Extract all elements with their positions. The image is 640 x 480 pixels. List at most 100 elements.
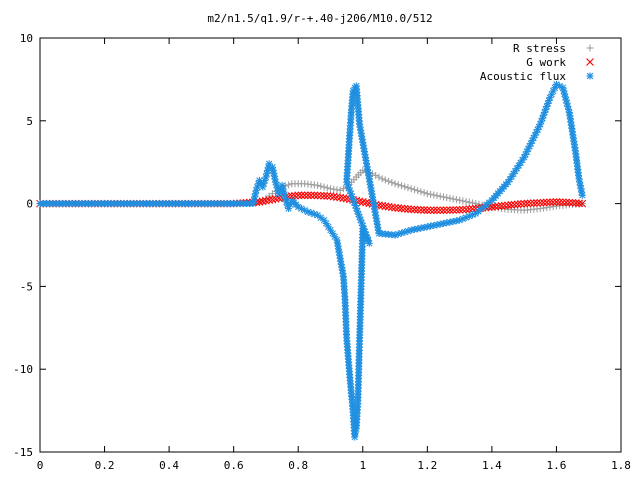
data-point-g-work (336, 193, 345, 202)
data-point-r-stress (401, 183, 409, 191)
data-point-r-stress (459, 197, 467, 205)
data-point-g-work (404, 205, 412, 213)
data-point-g-work (313, 191, 322, 200)
data-point-r-stress (420, 189, 428, 197)
y-tick-label: 10 (20, 32, 33, 45)
data-point-g-work (458, 205, 467, 214)
data-point-g-work (291, 191, 299, 200)
legend-label-acoustic-flux: Acoustic flux (480, 70, 566, 83)
data-point-r-stress (407, 185, 415, 193)
data-point-g-work (387, 203, 396, 212)
data-point-g-work (517, 200, 525, 208)
data-point-g-work (300, 191, 309, 200)
data-point-g-work (416, 206, 425, 214)
data-point-g-work (555, 198, 564, 206)
data-point-g-work (307, 191, 316, 200)
data-point-g-work (529, 199, 538, 207)
data-point-g-work (271, 194, 280, 203)
data-point-g-work (578, 199, 587, 208)
legend-marker-acoustic-flux (586, 72, 594, 80)
y-tick-label: -5 (20, 280, 33, 293)
data-point-r-stress (439, 193, 447, 201)
data-point-r-stress (378, 175, 386, 183)
data-point-r-stress (372, 171, 380, 179)
data-point-g-work (533, 199, 541, 207)
chart-title: m2/n1.5/q1.9/r-+.40-j206/M10.0/512 (207, 12, 432, 25)
data-point-r-stress (375, 173, 383, 181)
x-tick-label: 1.4 (482, 459, 502, 472)
data-point-g-work (507, 201, 516, 209)
data-point-g-work (297, 191, 306, 200)
data-point-g-work (381, 202, 390, 211)
x-tick-label: 1 (359, 459, 366, 472)
data-point-g-work (462, 205, 470, 214)
data-point-r-stress (317, 182, 325, 190)
data-point-r-stress (417, 188, 425, 196)
data-point-g-work (497, 202, 506, 210)
data-point-r-stress (452, 196, 460, 204)
data-point-r-stress (446, 194, 454, 202)
data-point-r-stress (398, 182, 406, 190)
data-point-r-stress (443, 194, 451, 202)
data-point-acoustic-flux (433, 221, 441, 229)
data-point-g-work (294, 191, 303, 200)
data-point-g-work (504, 201, 512, 210)
data-point-g-work (565, 198, 574, 207)
data-point-g-work (410, 205, 419, 214)
data-point-r-stress (449, 195, 457, 203)
data-point-r-stress (430, 191, 438, 199)
data-point-r-stress (339, 185, 347, 193)
data-point-g-work (394, 204, 403, 212)
data-point-g-work (523, 199, 532, 208)
data-point-r-stress (427, 190, 435, 198)
data-point-r-stress (385, 177, 393, 185)
data-point-g-work (552, 198, 561, 206)
data-point-g-work (316, 191, 325, 200)
data-point-g-work (468, 204, 477, 213)
x-tick-label: 0.2 (95, 459, 115, 472)
data-point-g-work (571, 199, 580, 207)
data-point-g-work (439, 206, 448, 215)
data-point-r-stress (465, 198, 473, 206)
data-point-g-work (568, 198, 577, 207)
data-point-g-work (262, 196, 270, 205)
data-point-g-work (391, 203, 399, 212)
data-point-g-work (494, 202, 503, 211)
data-point-r-stress (314, 181, 322, 189)
data-point-g-work (329, 192, 338, 201)
data-point-acoustic-flux (430, 221, 438, 229)
data-point-g-work (426, 206, 435, 215)
data-point-g-work (310, 191, 319, 200)
data-point-g-work (575, 199, 583, 208)
legend-label-r-stress: R stress (513, 42, 566, 55)
data-point-r-stress (394, 181, 402, 189)
data-point-g-work (539, 198, 548, 207)
data-point-acoustic-flux (359, 222, 367, 230)
data-point-g-work (562, 198, 571, 207)
data-point-g-work (542, 198, 551, 207)
data-point-g-work (429, 206, 438, 215)
x-tick-label: 1.6 (547, 459, 567, 472)
data-point-r-stress (433, 192, 441, 200)
data-point-g-work (326, 192, 335, 201)
x-tick-label: 0.6 (224, 459, 244, 472)
data-point-g-work (420, 206, 428, 214)
data-point-g-work (258, 197, 267, 206)
data-point-g-work (526, 199, 535, 208)
data-point-g-work (549, 198, 558, 206)
y-tick-label: -10 (13, 363, 33, 376)
x-tick-label: 1.8 (611, 459, 631, 472)
data-point-g-work (465, 205, 474, 213)
data-point-r-stress (391, 180, 399, 188)
data-point-r-stress (381, 176, 389, 184)
x-tick-label: 0 (37, 459, 44, 472)
data-point-r-stress (414, 187, 422, 195)
data-point-g-work (513, 200, 522, 209)
data-point-r-stress (320, 183, 328, 191)
data-point-acoustic-flux (578, 191, 586, 199)
data-point-acoustic-flux (352, 429, 360, 437)
y-tick-label: 5 (26, 115, 33, 128)
data-point-r-stress (330, 185, 338, 193)
data-point-g-work (384, 202, 393, 211)
